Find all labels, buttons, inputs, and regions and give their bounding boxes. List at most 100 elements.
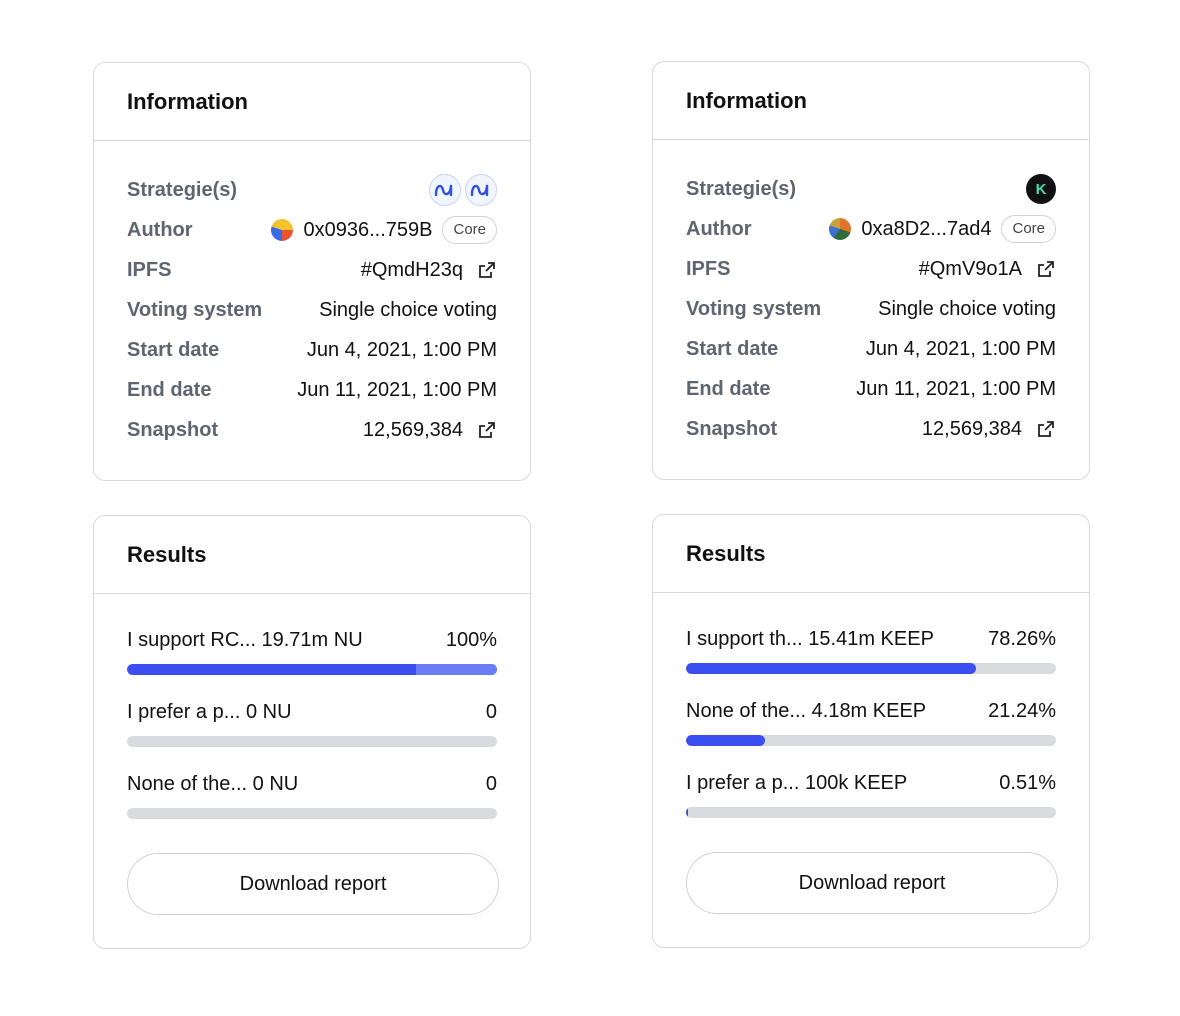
result-item: I support th... 15.41m KEEP 78.26% — [686, 624, 1056, 674]
results-body: I support th... 15.41m KEEP 78.26% None … — [653, 593, 1089, 947]
result-progress-bar — [686, 807, 1056, 818]
result-label: I support RC... 19.71m NU — [127, 628, 363, 651]
author-label: Author — [686, 217, 752, 240]
result-percent: 0 — [485, 772, 497, 795]
result-percent: 100% — [445, 628, 497, 651]
result-label: I prefer a p... 0 NU — [127, 700, 292, 723]
strategies-row: Strategie(s) K — [686, 169, 1056, 209]
keep-icon[interactable]: K — [1026, 174, 1056, 204]
external-link-icon[interactable] — [477, 420, 497, 440]
nu-icon[interactable] — [429, 174, 461, 206]
voting-system-row: Voting system Single choice voting — [127, 290, 497, 330]
strategy-icons — [429, 174, 497, 206]
results-title: Results — [686, 540, 766, 566]
information-header: Information — [94, 63, 530, 141]
result-progress-bar — [127, 736, 497, 747]
voting-system-row: Voting system Single choice voting — [686, 289, 1056, 329]
result-item: None of the... 4.18m KEEP 21.24% — [686, 696, 1056, 746]
result-item: I support RC... 19.71m NU 100% — [127, 625, 497, 675]
snapshot-label: Snapshot — [127, 418, 219, 441]
result-progress-bar — [127, 808, 497, 819]
nu-icon[interactable] — [465, 174, 497, 206]
result-item: I prefer a p... 0 NU 0 — [127, 697, 497, 747]
information-title: Information — [127, 88, 248, 114]
author-label: Author — [127, 218, 193, 241]
results-header: Results — [653, 515, 1089, 593]
ipfs-label: IPFS — [127, 258, 172, 281]
information-header: Information — [653, 62, 1089, 140]
results-header: Results — [94, 516, 530, 594]
end-date-row: End date Jun 11, 2021, 1:00 PM — [686, 369, 1056, 409]
ipfs-row: IPFS #QmdH23q — [127, 250, 497, 290]
information-card: Information Strategie(s) K Author 0xa8D2… — [652, 61, 1090, 480]
end-date-value: Jun 11, 2021, 1:00 PM — [856, 377, 1056, 400]
author-value-group[interactable]: 0x0936...759B Core — [271, 216, 497, 244]
result-label: None of the... 4.18m KEEP — [686, 699, 927, 722]
result-progress-fill — [127, 664, 497, 675]
result-progress-fill — [686, 663, 976, 674]
strategy-icons: K — [1026, 174, 1056, 204]
results-title: Results — [127, 541, 207, 567]
ipfs-hash[interactable]: #QmdH23q — [360, 258, 463, 281]
result-percent: 0 — [485, 700, 497, 723]
results-card: Results I support th... 15.41m KEEP 78.2… — [652, 514, 1090, 948]
results-body: I support RC... 19.71m NU 100% I prefer … — [94, 594, 530, 948]
ipfs-hash[interactable]: #QmV9o1A — [918, 257, 1022, 280]
external-link-icon[interactable] — [477, 260, 497, 280]
author-row: Author 0x0936...759B Core — [127, 210, 497, 250]
author-core-badge: Core — [442, 216, 497, 244]
author-value-group[interactable]: 0xa8D2...7ad4 Core — [829, 215, 1056, 243]
end-date-value: Jun 11, 2021, 1:00 PM — [297, 378, 497, 401]
author-address[interactable]: 0x0936...759B — [303, 218, 433, 241]
snapshot-link[interactable]: 12,569,384 — [922, 418, 1056, 441]
download-report-button[interactable]: Download report — [686, 852, 1058, 914]
end-date-label: End date — [127, 378, 212, 401]
start-date-row: Start date Jun 4, 2021, 1:00 PM — [127, 330, 497, 370]
snapshot-link[interactable]: 12,569,384 — [363, 419, 497, 442]
results-card: Results I support RC... 19.71m NU 100% I… — [93, 515, 531, 949]
start-date-value: Jun 4, 2021, 1:00 PM — [865, 337, 1056, 360]
information-body: Strategie(s) Author 0x0936...759B Core — [94, 141, 530, 480]
information-card: Information Strategie(s) Author 0x0 — [93, 62, 531, 481]
voting-system-label: Voting system — [686, 297, 822, 320]
voting-system-value: Single choice voting — [878, 297, 1056, 320]
result-progress-bar — [127, 664, 497, 675]
result-label: I prefer a p... 100k KEEP — [686, 771, 908, 794]
start-date-label: Start date — [127, 338, 220, 361]
result-progress-bar — [686, 663, 1056, 674]
result-progress-fill — [686, 735, 765, 746]
result-percent: 78.26% — [988, 627, 1056, 650]
end-date-row: End date Jun 11, 2021, 1:00 PM — [127, 370, 497, 410]
ipfs-link[interactable]: #QmdH23q — [361, 259, 497, 282]
snapshot-block[interactable]: 12,569,384 — [362, 418, 463, 441]
start-date-value: Jun 4, 2021, 1:00 PM — [306, 338, 497, 361]
panel-right: Information Strategie(s) K Author 0xa8D2… — [652, 61, 1090, 948]
snapshot-row: Snapshot 12,569,384 — [686, 409, 1056, 449]
external-link-icon[interactable] — [1036, 259, 1056, 279]
ipfs-label: IPFS — [686, 257, 731, 280]
ipfs-link[interactable]: #QmV9o1A — [919, 258, 1056, 281]
result-progress-fill — [686, 807, 688, 818]
information-body: Strategie(s) K Author 0xa8D2...7ad4 Core… — [653, 140, 1089, 479]
result-label: I support th... 15.41m KEEP — [686, 627, 934, 650]
author-address[interactable]: 0xa8D2...7ad4 — [861, 217, 992, 240]
panel-left: Information Strategie(s) Author 0x0 — [93, 62, 531, 949]
result-percent: 0.51% — [999, 771, 1056, 794]
voting-system-value: Single choice voting — [319, 298, 497, 321]
ipfs-row: IPFS #QmV9o1A — [686, 249, 1056, 289]
external-link-icon[interactable] — [1036, 419, 1056, 439]
strategies-label: Strategie(s) — [686, 177, 797, 200]
snapshot-row: Snapshot 12,569,384 — [127, 410, 497, 450]
download-report-button[interactable]: Download report — [127, 853, 499, 915]
snapshot-block[interactable]: 12,569,384 — [921, 417, 1022, 440]
author-core-badge: Core — [1001, 215, 1056, 243]
strategies-label: Strategie(s) — [127, 178, 238, 201]
start-date-label: Start date — [686, 337, 779, 360]
author-avatar — [271, 219, 294, 241]
result-item: None of the... 0 NU 0 — [127, 769, 497, 819]
author-row: Author 0xa8D2...7ad4 Core — [686, 209, 1056, 249]
information-title: Information — [686, 87, 807, 113]
result-item: I prefer a p... 100k KEEP 0.51% — [686, 768, 1056, 818]
voting-system-label: Voting system — [127, 298, 263, 321]
author-avatar — [829, 218, 852, 240]
